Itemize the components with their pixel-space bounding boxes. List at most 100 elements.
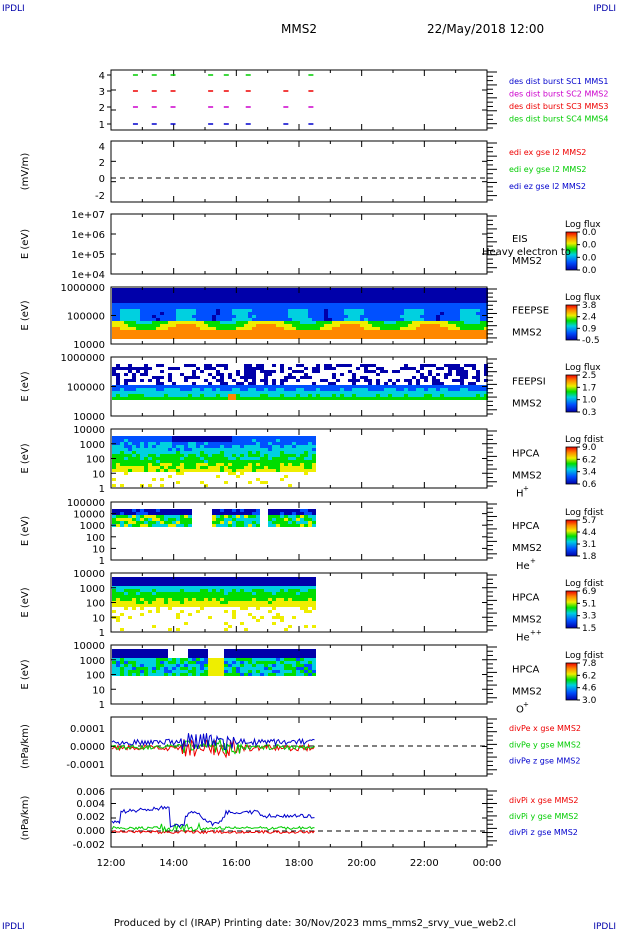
spectrogram-cell [224, 445, 228, 448]
spectrogram-cell [244, 297, 248, 300]
spectrogram-cell [308, 524, 312, 527]
spectrogram-cell [248, 454, 252, 457]
spectrogram-cell [252, 595, 256, 598]
spectrogram-cell [344, 300, 348, 303]
spectrogram-cell [376, 297, 380, 300]
spectrogram-cell [192, 336, 196, 339]
spectrogram-cell [112, 589, 116, 592]
spectrogram-cell [132, 391, 136, 394]
spectrogram-cell [128, 436, 132, 439]
spectrogram-cell [272, 595, 276, 598]
spectrogram-cell [356, 300, 360, 303]
spectrogram-cell [364, 379, 368, 382]
spectrogram-cell [248, 463, 252, 466]
spectrogram-cell [312, 595, 316, 598]
spectrogram-cell [364, 376, 368, 379]
spectrogram-cell [248, 586, 252, 589]
spectrogram-cell [296, 324, 300, 327]
spectrogram-cell [148, 436, 152, 439]
spectrogram-cell [200, 469, 204, 472]
spectrogram-cell [140, 333, 144, 336]
spectrogram-cell [252, 518, 256, 521]
spectrogram-cell [196, 601, 200, 604]
spectrogram-cell [320, 324, 324, 327]
spectrogram-cell [360, 324, 364, 327]
spectrogram-cell [320, 288, 324, 291]
spectrogram-cell [256, 303, 260, 306]
instrument-label: EIS [512, 234, 528, 245]
spectrogram-cell [296, 661, 300, 664]
spectrogram-cell [296, 586, 300, 589]
spectrogram-cell [408, 321, 412, 324]
header-datetime: 22/May/2018 12:00 [427, 22, 545, 36]
spectrogram-cell [112, 294, 116, 297]
spectrogram-cell [288, 367, 292, 370]
spectrogram-cell [188, 333, 192, 336]
spectrogram-cell [176, 445, 180, 448]
spectrogram-cell [280, 367, 284, 370]
spectrogram-cell [284, 457, 288, 460]
spectrogram-cell [256, 598, 260, 601]
spectrogram-cell [300, 451, 304, 454]
spectrogram-cell [328, 327, 332, 330]
spectrogram-cell [436, 312, 440, 315]
spectrogram-cell [300, 658, 304, 661]
spectrogram-cell [168, 330, 172, 333]
spectrogram-cell [304, 442, 308, 445]
spectrogram-cell [272, 592, 276, 595]
spectrogram-cell [216, 318, 220, 321]
spectrogram-cell [228, 466, 232, 469]
spectrogram-cell [116, 454, 120, 457]
spectrogram-cell [152, 518, 156, 521]
spectrogram-cell [300, 288, 304, 291]
spectrogram-cell [400, 336, 404, 339]
spectrogram-cell [200, 466, 204, 469]
spectrogram-cell [272, 649, 276, 652]
spectrogram-cell [472, 333, 476, 336]
spectrogram-cell [172, 315, 176, 318]
spectrogram-cell [224, 610, 228, 613]
spectrogram-cell [244, 312, 248, 315]
spectrogram-cell [232, 577, 236, 580]
spectrogram-cell [112, 321, 116, 324]
spectrogram-cell [380, 324, 384, 327]
spectrogram-cell [140, 451, 144, 454]
spectrogram-cell [192, 466, 196, 469]
spectrogram-cell [232, 448, 236, 451]
colorbar-tick-label: 9.0 [582, 443, 597, 453]
spectrogram-cell [188, 655, 192, 658]
spectrogram-cell [276, 512, 280, 515]
spectrogram-cell [196, 592, 200, 595]
spectrogram-cell [340, 336, 344, 339]
spectrogram-cell [188, 592, 192, 595]
spectrogram-cell [124, 515, 128, 518]
spectrogram-cell [444, 306, 448, 309]
spectrogram-cell [128, 385, 132, 388]
spectrogram-cell [204, 592, 208, 595]
spectrogram-cell [420, 391, 424, 394]
spectrogram-cell [112, 303, 116, 306]
spectrogram-cell [300, 376, 304, 379]
spectrogram-cell [332, 288, 336, 291]
spectrogram-cell [220, 673, 224, 676]
spectrogram-cell [388, 385, 392, 388]
spectrogram-cell [432, 312, 436, 315]
spectrogram-cell [196, 294, 200, 297]
spectrogram-cell [396, 291, 400, 294]
spectrogram-cell [160, 661, 164, 664]
spectrogram-cell [240, 524, 244, 527]
spectrogram-cell [332, 367, 336, 370]
spectrogram-cell [284, 388, 288, 391]
spectrogram-cell [428, 385, 432, 388]
spectrogram-cell [148, 315, 152, 318]
spectrogram-cell [372, 312, 376, 315]
spectrogram-cell [344, 303, 348, 306]
spectrogram-cell [468, 330, 472, 333]
spectrogram-cell [332, 315, 336, 318]
spectrogram-cell [268, 288, 272, 291]
spectrogram-cell [212, 595, 216, 598]
spectrogram-cell [224, 391, 228, 394]
colorbar [565, 231, 578, 271]
spectrogram-cell [268, 610, 272, 613]
colorbar-tick-label: 0.0 [582, 241, 597, 251]
